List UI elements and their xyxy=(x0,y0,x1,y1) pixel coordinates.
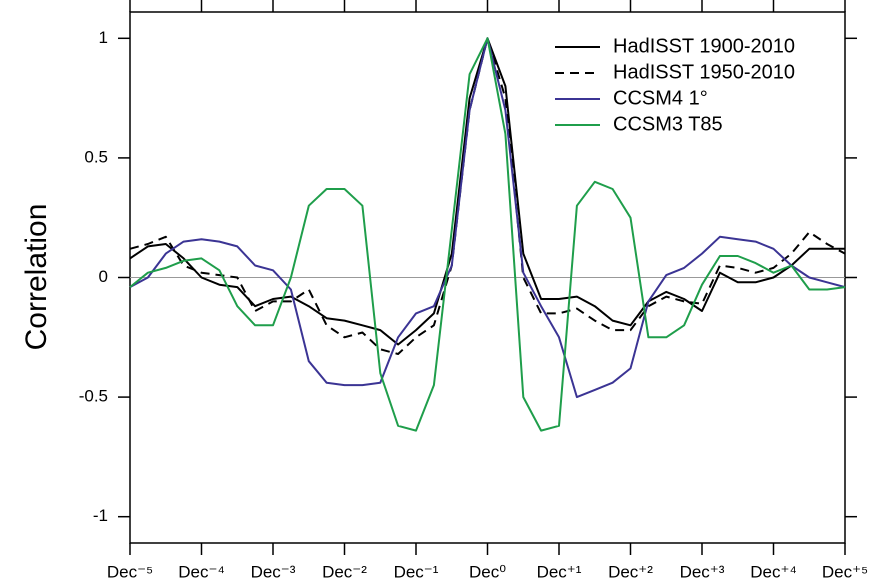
y-axis-label: Correlation xyxy=(20,204,53,351)
x-tick-label: Dec⁺¹ xyxy=(537,562,582,581)
legend-label: CCSM4 1° xyxy=(613,87,708,109)
x-tick-label: Dec⁺⁵ xyxy=(822,562,868,581)
x-tick-label: Dec⁻³ xyxy=(251,562,296,581)
x-tick-label: Dec⁰ xyxy=(469,562,506,581)
legend-label: HadISST 1950-2010 xyxy=(613,61,795,83)
x-tick-label: Dec⁻⁴ xyxy=(178,562,225,581)
x-tick-label: Dec⁺³ xyxy=(680,562,725,581)
x-tick-label: Dec⁻⁵ xyxy=(107,562,153,581)
legend-label: CCSM3 T85 xyxy=(613,113,723,135)
legend-label: HadISST 1900-2010 xyxy=(613,35,795,57)
series-line xyxy=(129,37,846,399)
y-tick-label: -1 xyxy=(93,506,108,525)
x-tick-label: Dec⁺² xyxy=(608,562,653,581)
series-line xyxy=(129,37,845,346)
y-tick-label: 0.5 xyxy=(84,147,108,166)
x-tick-label: Dec⁺⁴ xyxy=(750,562,797,581)
x-tick-label: Dec⁻² xyxy=(322,562,367,581)
y-tick-label: -0.5 xyxy=(79,387,108,406)
y-tick-label: 0 xyxy=(99,267,108,286)
series-line xyxy=(129,37,846,432)
series-line xyxy=(129,37,846,355)
x-tick-label: Dec⁻¹ xyxy=(394,562,439,581)
y-tick-label: 1 xyxy=(99,28,108,47)
